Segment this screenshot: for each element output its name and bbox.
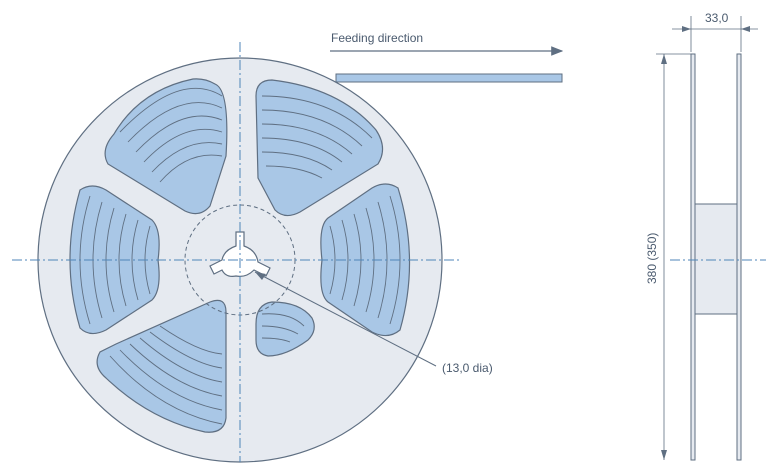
diameter-arrow-bottom xyxy=(661,450,667,460)
reel-front-view: Feeding direction (13,0 dia) xyxy=(12,31,564,463)
carrier-tape xyxy=(335,73,563,83)
width-arrow-left xyxy=(682,26,691,32)
side-flange-left xyxy=(690,53,696,461)
side-flange-right xyxy=(736,53,742,461)
hub-leader-arrowhead xyxy=(255,272,266,280)
tape-window-top-left xyxy=(104,78,228,215)
width-arrow-right xyxy=(741,26,750,32)
hub-leader-line xyxy=(254,271,437,367)
diameter-dimension-label: 380 (350) xyxy=(645,233,659,284)
diameter-arrow-top xyxy=(661,54,667,64)
tape-window-bottom-left xyxy=(96,299,227,433)
width-dimension-label: 33,0 xyxy=(705,11,729,25)
tape-window-top-right xyxy=(255,79,384,217)
hub-diameter-label: (13,0 dia) xyxy=(442,361,493,375)
feeding-direction-label: Feeding direction xyxy=(331,31,423,45)
side-hub xyxy=(694,203,738,315)
reel-side-view: 33,0 380 (350) xyxy=(645,11,766,461)
